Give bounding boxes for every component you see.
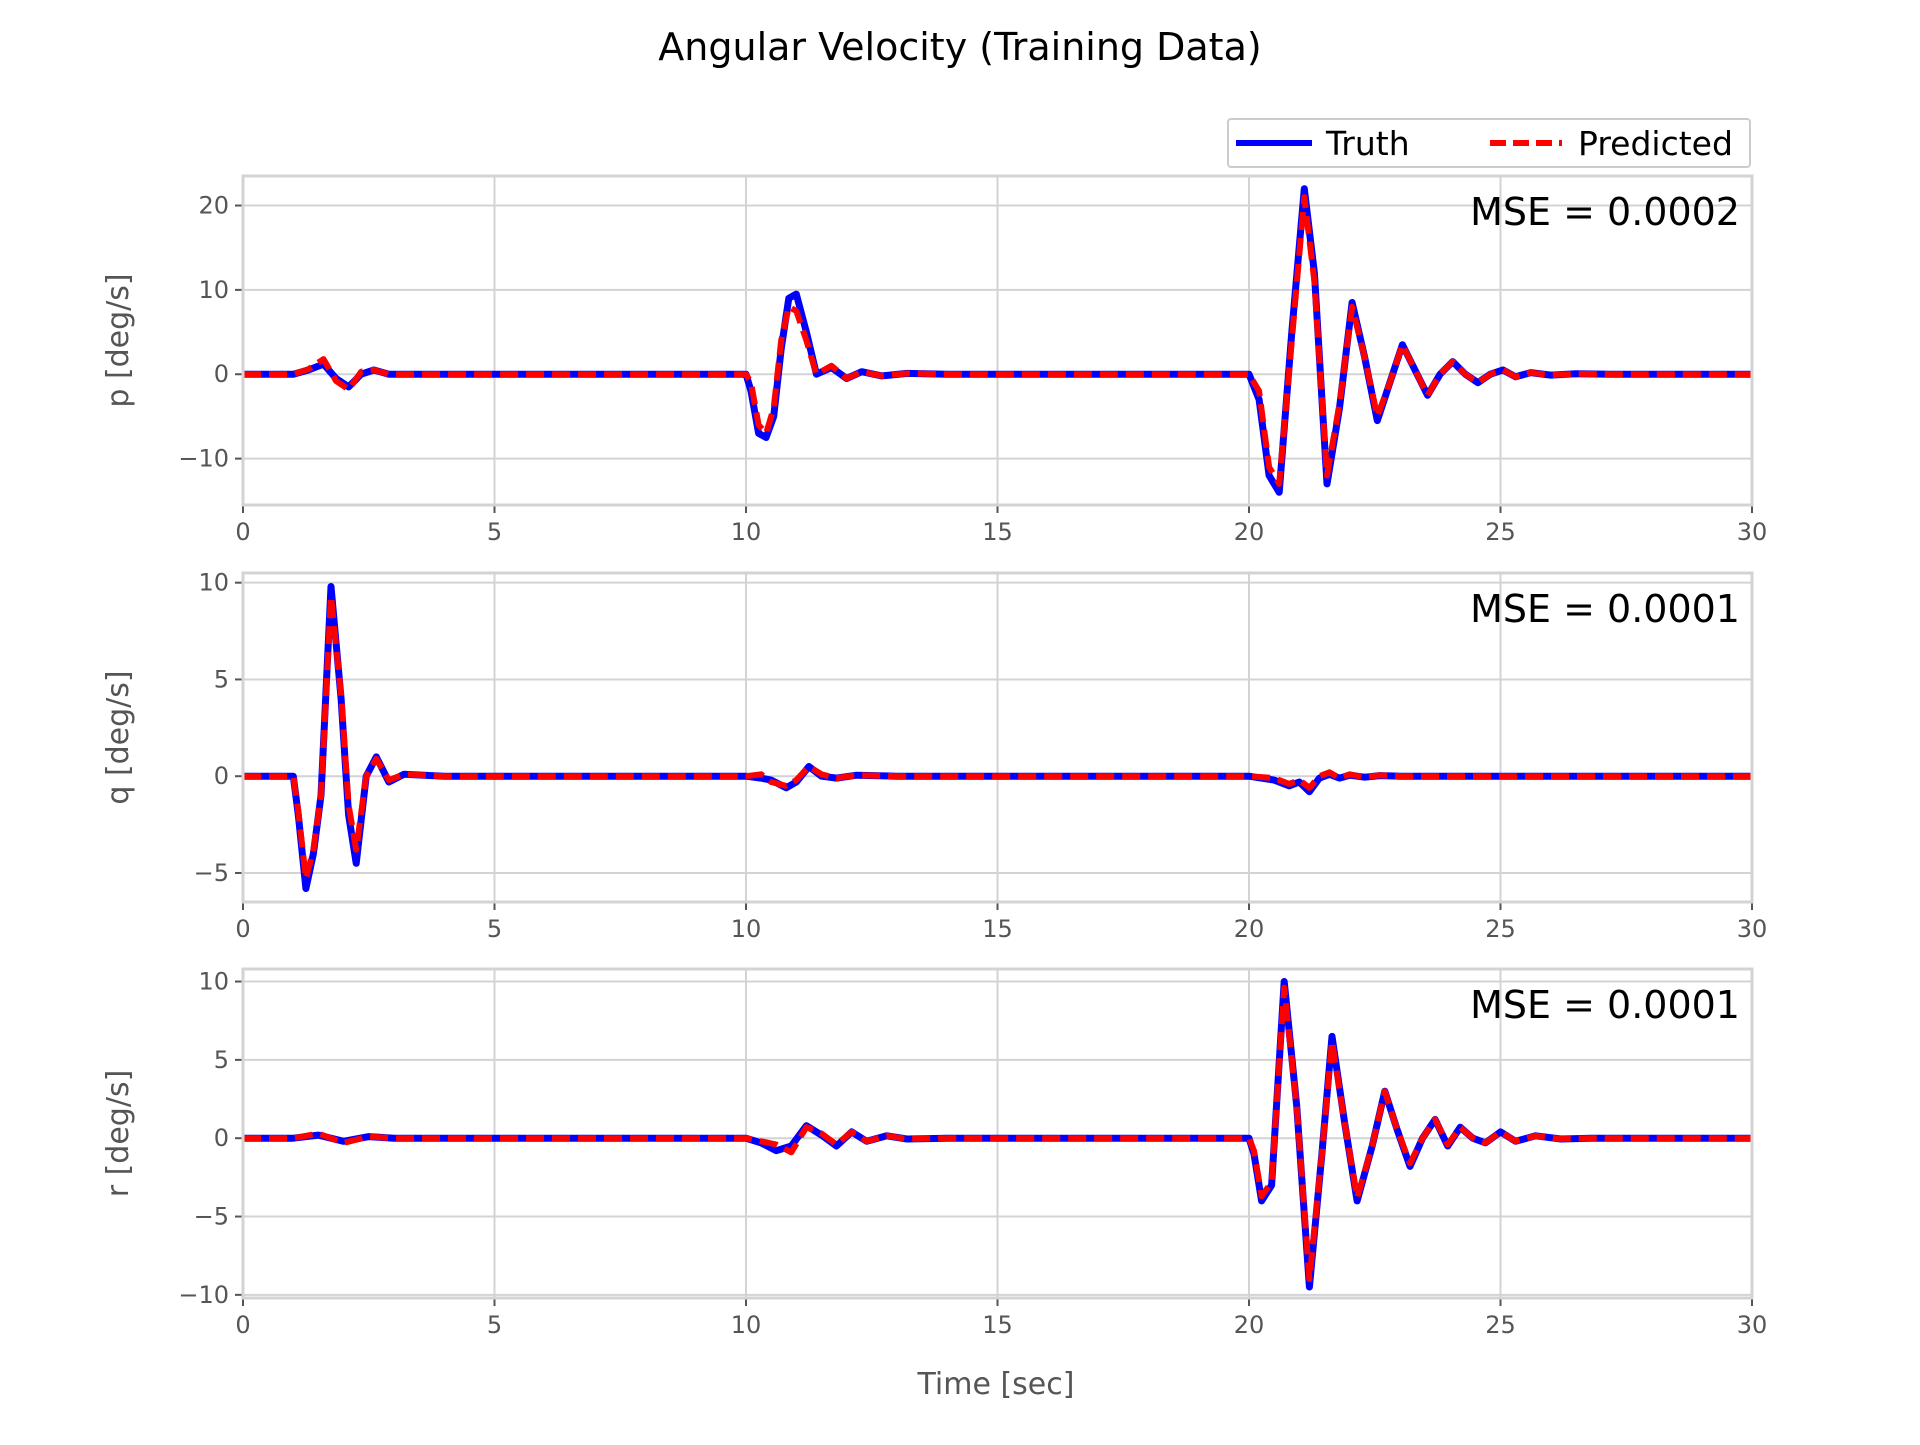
y-tick-label: −10	[178, 445, 229, 473]
y-tick-label: 20	[198, 192, 229, 220]
x-tick-label: 25	[1485, 915, 1516, 943]
series-line-predicted	[243, 984, 1752, 1283]
x-axis-label: Time [sec]	[917, 1367, 1075, 1402]
axes-frame	[241, 571, 1754, 904]
figure-title: Angular Velocity (Training Data)	[658, 25, 1261, 69]
series-line-predicted	[243, 194, 1752, 487]
y-tick-label: 0	[214, 1124, 229, 1152]
x-tick-label: 30	[1737, 915, 1768, 943]
y-tick-label: −5	[194, 1203, 229, 1231]
axes-frame	[241, 967, 1754, 1300]
y-tick-label: 10	[198, 276, 229, 304]
panel-1: 0 5 10 15 20 25 30 −10 0 10 20 p [deg/s] MSE = 0.000…	[101, 174, 1768, 546]
series-line-predicted	[243, 593, 1752, 882]
x-tick-label: 20	[1234, 1311, 1265, 1339]
y-tick-label: −10	[178, 1281, 229, 1309]
y-axis-label: r [deg/s]	[101, 1070, 136, 1198]
legend-box	[1227, 118, 1751, 168]
legend: Truth Predicted	[1227, 118, 1751, 168]
x-tick-label: 20	[1234, 915, 1265, 943]
y-tick-label: 0	[214, 360, 229, 388]
y-tick-label: 0	[214, 762, 229, 790]
y-tick-label: 5	[214, 665, 229, 693]
x-tick-label: 30	[1737, 1311, 1768, 1339]
x-tick-label: 15	[982, 1311, 1013, 1339]
x-tick-label: 15	[982, 518, 1013, 546]
mse-annotation: MSE = 0.0001	[1470, 983, 1740, 1027]
x-tick-label: 10	[731, 518, 762, 546]
x-tick-label: 10	[731, 915, 762, 943]
y-tick-label: 5	[214, 1046, 229, 1074]
x-tick-label: 0	[235, 915, 250, 943]
x-tick-label: 25	[1485, 1311, 1516, 1339]
x-tick-label: 10	[731, 1311, 762, 1339]
x-tick-label: 25	[1485, 518, 1516, 546]
y-axis-label: p [deg/s]	[101, 273, 136, 407]
x-tick-label: 5	[487, 1311, 502, 1339]
y-tick-label: 10	[198, 968, 229, 996]
y-tick-label: −5	[194, 859, 229, 887]
legend-predicted-label: Predicted	[1578, 124, 1733, 163]
x-tick-label: 5	[487, 915, 502, 943]
axes-frame	[241, 174, 1754, 507]
mse-annotation: MSE = 0.0001	[1470, 587, 1740, 631]
x-tick-label: 0	[235, 1311, 250, 1339]
panel-3: 0 5 10 15 20 25 30 −10 −5 0 5 10 r [deg/s] MSE = 0.00…	[101, 967, 1768, 1339]
x-tick-label: 5	[487, 518, 502, 546]
y-axis-label: q [deg/s]	[101, 670, 136, 804]
x-tick-label: 15	[982, 915, 1013, 943]
x-tick-label: 20	[1234, 518, 1265, 546]
x-tick-label: 0	[235, 518, 250, 546]
y-tick-label: 10	[198, 569, 229, 597]
x-tick-label: 30	[1737, 518, 1768, 546]
legend-truth-label: Truth	[1325, 124, 1410, 163]
mse-annotation: MSE = 0.0002	[1470, 190, 1740, 234]
